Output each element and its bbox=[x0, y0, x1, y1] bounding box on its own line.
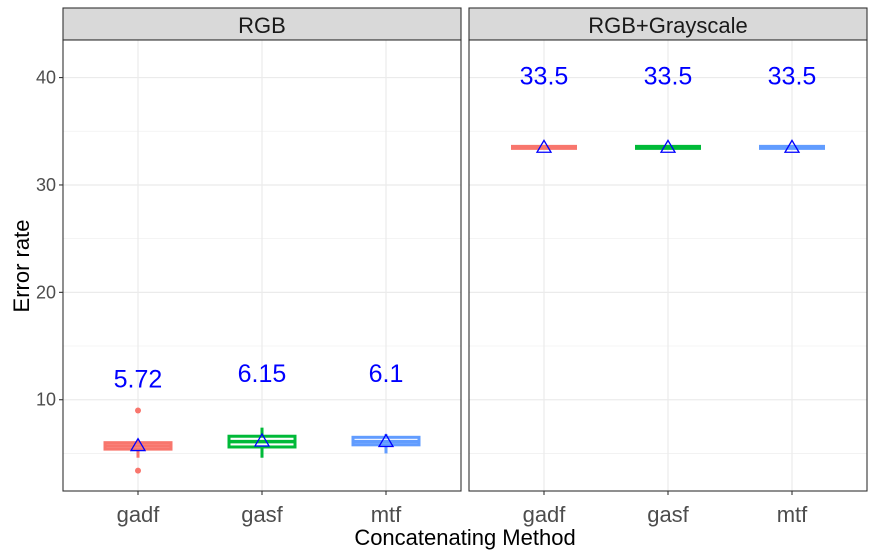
panel-strip-label: RGB+Grayscale bbox=[588, 13, 748, 38]
x-tick-label: mtf bbox=[777, 502, 808, 527]
panel-rgb-grayscale: RGB+Grayscale 33.5 33.5 33.5 gadf gasf mtf bbox=[468, 7, 868, 527]
panel-rgb: RGB 5.72 6.15 6.1 gadf gasf mtf bbox=[62, 7, 462, 527]
y-tick-label: 40 bbox=[36, 68, 56, 88]
mean-label: 33.5 bbox=[644, 62, 693, 90]
x-tick-label: mtf bbox=[371, 502, 402, 527]
x-tick-label: gasf bbox=[647, 502, 689, 527]
box-mtf: 6.1 bbox=[351, 360, 421, 454]
mean-marker bbox=[253, 432, 271, 447]
box-gadf: 33.5 bbox=[511, 62, 577, 153]
mean-marker bbox=[659, 139, 677, 153]
box-outlier bbox=[135, 467, 141, 474]
x-tick-label: gasf bbox=[241, 502, 283, 527]
box-mtf: 33.5 bbox=[759, 62, 825, 153]
mean-label: 5.72 bbox=[114, 365, 163, 393]
box-outlier bbox=[135, 407, 141, 414]
box-gasf: 33.5 bbox=[635, 62, 701, 153]
mean-marker bbox=[535, 139, 553, 153]
y-tick-label: 10 bbox=[36, 390, 56, 410]
mean-marker bbox=[783, 139, 801, 153]
mean-marker bbox=[129, 437, 147, 452]
panel-strip-label: RGB bbox=[238, 13, 286, 38]
y-axis: 10 20 30 40 bbox=[36, 68, 63, 410]
y-tick-label: 30 bbox=[36, 175, 56, 195]
box-gadf: 5.72 bbox=[103, 365, 173, 474]
x-axis-title: Concatenating Method bbox=[354, 525, 575, 550]
box-gasf: 6.15 bbox=[227, 360, 297, 458]
mean-label: 33.5 bbox=[768, 62, 817, 90]
y-axis-title: Error rate bbox=[9, 220, 34, 313]
mean-marker bbox=[377, 433, 395, 448]
x-tick-label: gadf bbox=[117, 502, 161, 527]
x-tick-label: gadf bbox=[523, 502, 567, 527]
panel-strip bbox=[62, 7, 462, 41]
mean-label: 6.15 bbox=[238, 360, 287, 388]
mean-label: 33.5 bbox=[520, 62, 569, 90]
mean-label: 6.1 bbox=[369, 360, 404, 388]
y-tick-label: 20 bbox=[36, 282, 56, 302]
